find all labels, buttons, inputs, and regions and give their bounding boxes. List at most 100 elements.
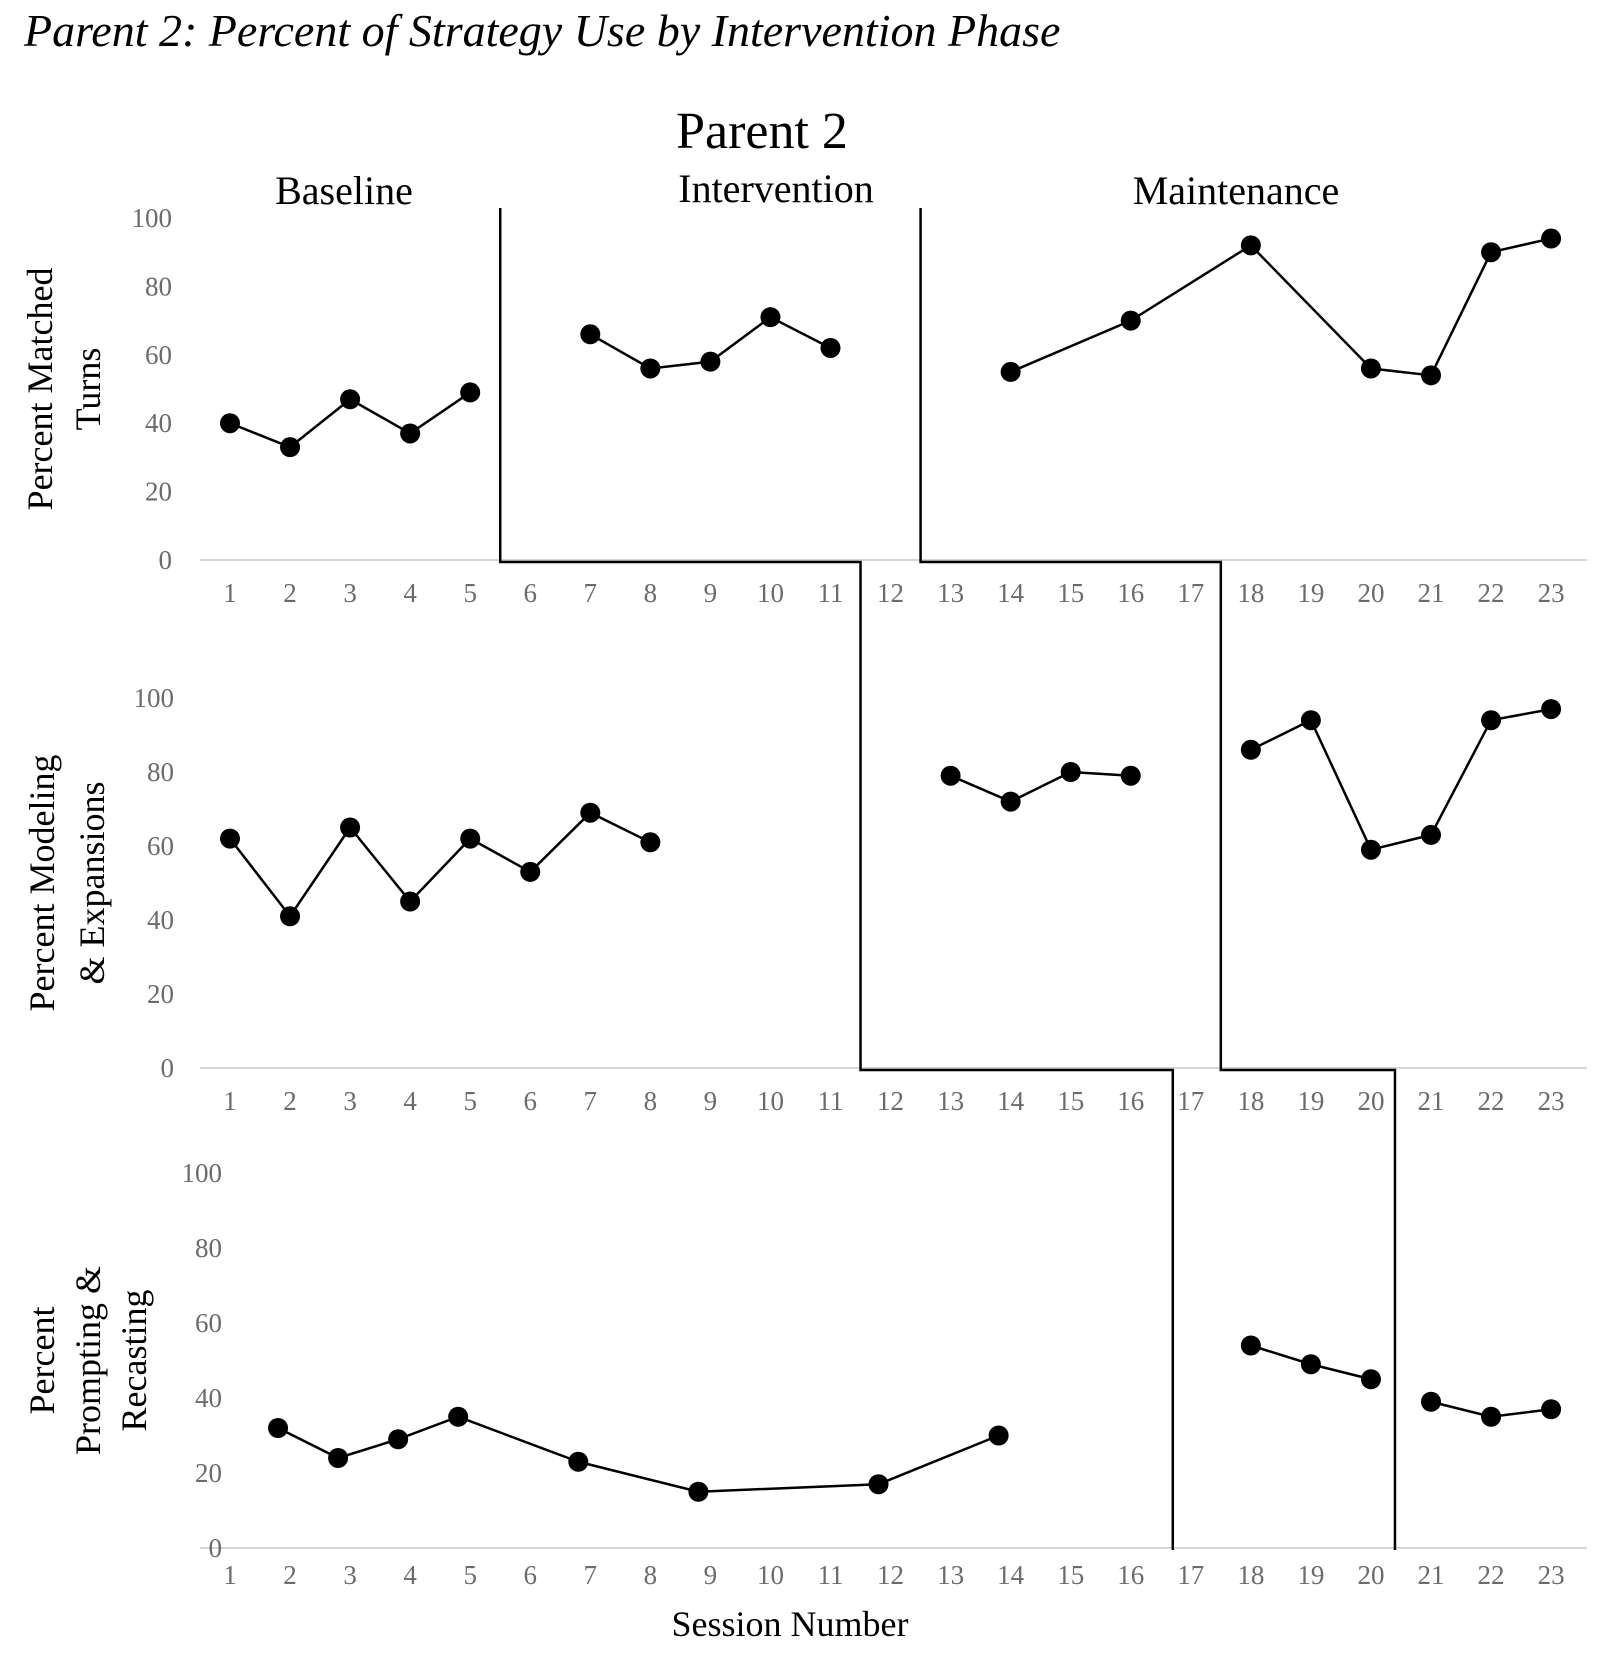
y-tick-label: 0 xyxy=(159,545,173,575)
x-tick-label: 4 xyxy=(403,578,417,608)
x-tick-label: 7 xyxy=(584,1560,598,1590)
x-tick-label: 22 xyxy=(1478,578,1505,608)
data-point xyxy=(280,437,301,458)
y-tick-label: 80 xyxy=(147,757,174,787)
x-tick-label: 18 xyxy=(1237,1560,1264,1590)
x-tick-label: 1 xyxy=(223,1086,237,1116)
x-tick-label: 6 xyxy=(524,1086,538,1116)
x-tick-label: 13 xyxy=(937,1086,964,1116)
y-tick-label: 80 xyxy=(195,1233,222,1263)
data-point xyxy=(340,389,361,410)
data-point xyxy=(688,1481,709,1502)
data-point xyxy=(700,351,721,372)
x-tick-label: 8 xyxy=(644,1560,658,1590)
x-axis-label: Session Number xyxy=(672,1604,909,1644)
data-point xyxy=(1120,310,1141,331)
x-tick-label: 23 xyxy=(1538,1560,1565,1590)
data-point xyxy=(1300,1354,1321,1375)
y-tick-label: 20 xyxy=(147,979,174,1009)
x-tick-label: 18 xyxy=(1237,1086,1264,1116)
x-tick-label: 11 xyxy=(818,1560,844,1590)
x-tick-label: 19 xyxy=(1297,1086,1324,1116)
x-tick-label: 12 xyxy=(877,578,904,608)
data-point xyxy=(220,413,240,434)
data-point xyxy=(868,1474,889,1495)
data-point xyxy=(580,324,601,345)
x-tick-label: 13 xyxy=(937,578,964,608)
x-tick-label: 17 xyxy=(1177,1560,1204,1590)
x-tick-label: 19 xyxy=(1297,1560,1324,1590)
x-tick-label: 5 xyxy=(463,1560,477,1590)
x-tick-label: 22 xyxy=(1478,1560,1505,1590)
y-tick-label: 100 xyxy=(134,683,175,713)
data-point xyxy=(460,828,481,849)
data-point xyxy=(1421,365,1441,386)
y-tick-label: 60 xyxy=(147,831,174,861)
chart-title: Parent 2 xyxy=(676,103,848,160)
x-tick-label: 16 xyxy=(1117,1560,1144,1590)
y-tick-label: 20 xyxy=(145,477,172,507)
y-axis-label: Prompting & xyxy=(68,1266,108,1455)
x-tick-label: 8 xyxy=(644,578,658,608)
data-point xyxy=(1360,839,1381,860)
series-line-maintenance xyxy=(1010,237,1552,377)
x-tick-label: 5 xyxy=(463,578,477,608)
data-point xyxy=(1240,1335,1261,1356)
data-point xyxy=(568,1451,589,1472)
x-tick-label: 12 xyxy=(877,1086,904,1116)
x-tick-label: 9 xyxy=(704,1560,718,1590)
data-point xyxy=(640,832,661,853)
data-point xyxy=(760,307,781,328)
data-point xyxy=(1060,762,1081,782)
data-point xyxy=(280,906,301,927)
x-tick-label: 4 xyxy=(403,1560,417,1590)
data-point xyxy=(1360,1369,1381,1390)
data-point xyxy=(520,861,541,882)
x-tick-label: 2 xyxy=(283,1086,297,1116)
data-point xyxy=(328,1448,349,1468)
data-point xyxy=(940,765,961,786)
data-point xyxy=(1541,1399,1562,1420)
x-tick-label: 21 xyxy=(1418,1086,1445,1116)
phase-change-line-1 xyxy=(498,208,1175,1550)
y-axis-label: Percent xyxy=(22,1307,62,1415)
x-tick-label: 2 xyxy=(283,578,297,608)
x-tick-label: 5 xyxy=(463,1086,477,1116)
x-tick-label: 10 xyxy=(757,578,784,608)
phase-label-maintenance: Maintenance xyxy=(1133,168,1340,213)
phase-change-line-2 xyxy=(919,208,1397,1550)
x-tick-label: 16 xyxy=(1117,578,1144,608)
x-tick-label: 9 xyxy=(704,578,718,608)
data-point xyxy=(1300,710,1321,731)
y-tick-label: 100 xyxy=(182,1158,223,1188)
x-tick-label: 4 xyxy=(403,1086,417,1116)
data-point xyxy=(640,358,661,379)
series-line-intervention xyxy=(950,770,1131,803)
data-point xyxy=(1360,358,1381,379)
data-point xyxy=(988,1425,1009,1446)
x-tick-label: 15 xyxy=(1057,1560,1084,1590)
x-tick-label: 3 xyxy=(343,578,357,608)
y-axis-label: Turns xyxy=(68,348,108,431)
data-point xyxy=(1481,710,1502,731)
y-axis-label: Percent Matched xyxy=(20,268,60,511)
data-point xyxy=(340,817,361,838)
data-point xyxy=(820,337,841,358)
y-tick-label: 60 xyxy=(195,1308,222,1338)
data-point xyxy=(1240,739,1261,760)
x-tick-label: 23 xyxy=(1538,578,1565,608)
x-tick-label: 16 xyxy=(1117,1086,1144,1116)
x-tick-label: 21 xyxy=(1418,578,1445,608)
x-tick-label: 12 xyxy=(877,1560,904,1590)
y-tick-label: 40 xyxy=(147,905,174,935)
data-point xyxy=(460,382,481,403)
x-tick-label: 3 xyxy=(343,1086,357,1116)
data-point xyxy=(388,1429,409,1450)
x-tick-label: 6 xyxy=(524,578,538,608)
y-tick-label: 40 xyxy=(195,1383,222,1413)
data-point xyxy=(1421,824,1441,845)
